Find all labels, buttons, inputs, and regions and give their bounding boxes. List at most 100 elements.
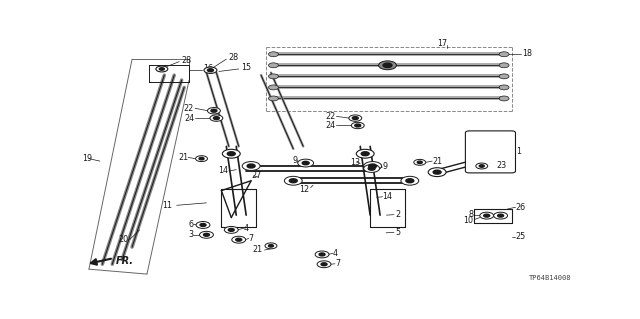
Text: 16: 16 (203, 64, 213, 73)
Circle shape (228, 228, 234, 231)
Circle shape (349, 115, 362, 121)
Circle shape (247, 164, 255, 168)
Text: 28: 28 (182, 56, 192, 65)
Text: 7: 7 (335, 259, 340, 268)
Circle shape (269, 85, 278, 90)
Text: 15: 15 (241, 63, 252, 72)
Circle shape (479, 165, 484, 167)
Text: 19: 19 (83, 154, 93, 163)
Text: 21: 21 (252, 245, 262, 254)
Circle shape (321, 263, 327, 266)
Text: 27: 27 (251, 171, 261, 180)
Circle shape (315, 251, 329, 258)
Text: 21: 21 (432, 157, 442, 166)
Circle shape (207, 69, 213, 72)
Text: 13: 13 (350, 158, 360, 167)
Circle shape (159, 68, 164, 70)
Circle shape (417, 161, 422, 164)
Circle shape (433, 170, 441, 174)
Circle shape (227, 152, 236, 156)
Circle shape (401, 176, 419, 185)
Circle shape (204, 233, 209, 236)
Circle shape (156, 66, 168, 72)
Circle shape (284, 176, 302, 185)
Circle shape (368, 167, 375, 170)
Circle shape (364, 165, 380, 172)
Circle shape (361, 152, 369, 156)
Circle shape (269, 74, 278, 79)
Circle shape (428, 168, 446, 177)
Text: 21: 21 (178, 153, 188, 162)
Circle shape (269, 245, 273, 247)
Text: 4: 4 (244, 224, 249, 233)
Circle shape (369, 164, 376, 168)
Circle shape (302, 161, 309, 165)
Circle shape (269, 52, 278, 57)
Text: 25: 25 (515, 232, 525, 241)
Circle shape (298, 159, 314, 167)
Text: 4: 4 (333, 249, 338, 258)
Circle shape (476, 163, 488, 169)
Text: 5: 5 (395, 228, 400, 237)
Circle shape (352, 117, 358, 120)
Circle shape (225, 226, 238, 233)
Circle shape (356, 149, 374, 158)
Text: 8: 8 (468, 210, 474, 219)
Text: 24: 24 (325, 121, 335, 130)
Circle shape (406, 179, 414, 183)
Text: 17: 17 (437, 39, 447, 48)
Circle shape (498, 214, 504, 217)
Circle shape (207, 108, 220, 114)
Circle shape (265, 243, 277, 249)
Circle shape (204, 67, 217, 73)
Circle shape (199, 157, 204, 160)
Circle shape (289, 179, 297, 183)
Text: 10: 10 (463, 216, 474, 225)
Circle shape (499, 63, 509, 68)
Text: 6: 6 (188, 220, 193, 229)
Circle shape (414, 160, 426, 165)
Circle shape (232, 236, 246, 243)
Text: 1: 1 (516, 147, 522, 156)
Text: 7: 7 (249, 234, 254, 243)
Text: 9: 9 (383, 162, 388, 172)
Circle shape (213, 117, 220, 120)
Circle shape (484, 214, 490, 217)
Circle shape (196, 221, 210, 228)
Circle shape (196, 156, 207, 162)
Circle shape (383, 63, 392, 68)
Circle shape (211, 109, 217, 112)
Circle shape (355, 124, 361, 127)
Circle shape (210, 115, 223, 121)
Text: 18: 18 (522, 48, 532, 57)
Text: 14: 14 (218, 167, 228, 175)
Circle shape (269, 63, 278, 68)
Text: 26: 26 (515, 203, 525, 212)
FancyBboxPatch shape (465, 131, 515, 173)
Circle shape (317, 261, 331, 268)
Text: TP64B14008: TP64B14008 (529, 275, 571, 281)
Text: 23: 23 (497, 161, 507, 170)
Circle shape (200, 224, 206, 226)
Circle shape (242, 162, 260, 170)
Circle shape (499, 96, 509, 101)
Circle shape (236, 238, 242, 241)
Circle shape (200, 231, 213, 238)
Circle shape (493, 212, 508, 219)
Text: 22: 22 (325, 112, 335, 121)
Text: 12: 12 (299, 185, 309, 194)
Text: 9: 9 (292, 156, 297, 165)
Circle shape (351, 122, 364, 129)
Text: FR.: FR. (116, 256, 134, 266)
Text: 28: 28 (229, 53, 239, 63)
Circle shape (269, 96, 278, 101)
Text: 2: 2 (395, 210, 400, 219)
Text: 24: 24 (184, 114, 194, 122)
Circle shape (222, 149, 240, 158)
Text: 20: 20 (118, 235, 129, 244)
Circle shape (499, 74, 509, 79)
Circle shape (499, 52, 509, 57)
Circle shape (480, 212, 493, 219)
Text: 11: 11 (162, 201, 172, 210)
Text: 22: 22 (184, 104, 194, 113)
